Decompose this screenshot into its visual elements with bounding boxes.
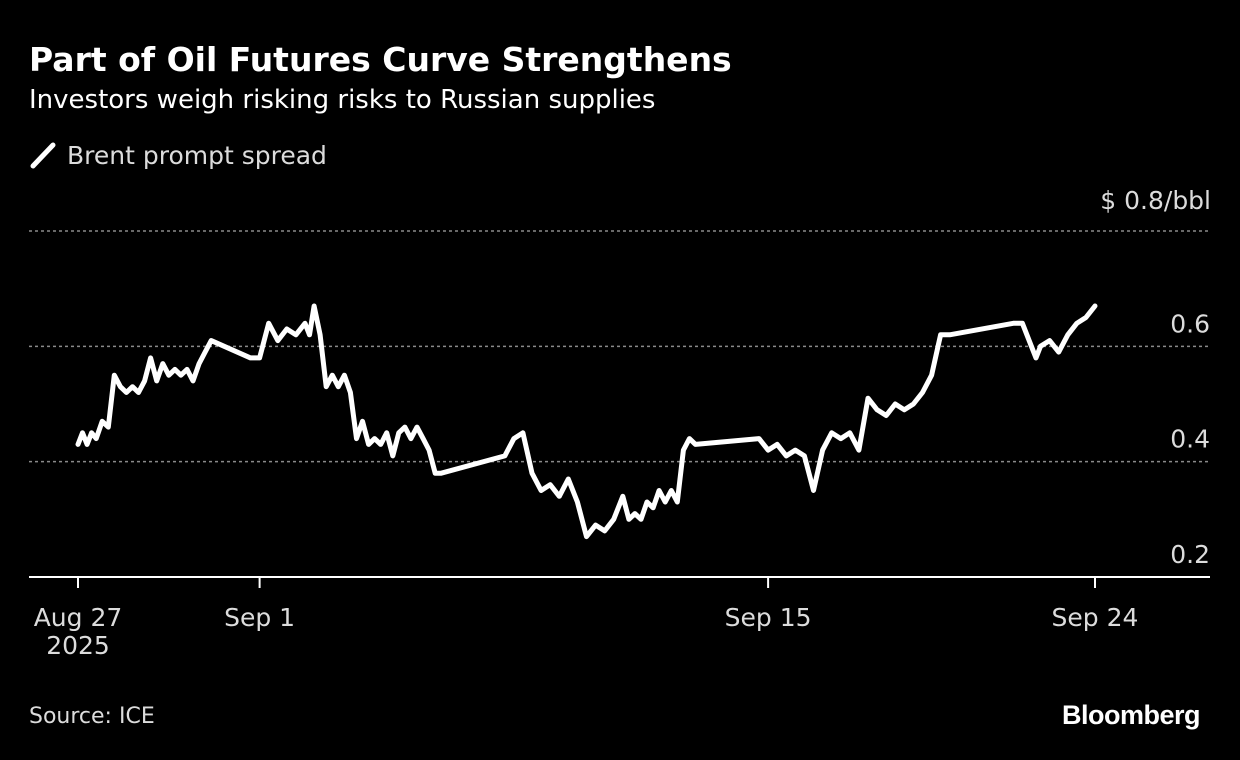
y-tick-label: 0.6 (1170, 309, 1210, 338)
y-tick-label: 0.2 (1170, 540, 1210, 569)
bloomberg-logo: Bloomberg (1061, 700, 1201, 730)
y-axis-unit-label: $ 0.8/bbl (1100, 186, 1211, 215)
legend: Brent prompt spread (29, 140, 327, 170)
x-tick-label: Sep 1 (224, 603, 295, 632)
legend-label: Brent prompt spread (67, 140, 327, 170)
source-note: Source: ICE (29, 704, 155, 729)
chart-subtitle: Investors weigh risking risks to Russian… (29, 85, 656, 115)
x-tick-label: Sep 15 (725, 603, 812, 632)
gridlines (29, 230, 1210, 463)
x-tick-label: Sep 24 (1052, 603, 1139, 632)
legend-swatch-icon (30, 142, 56, 169)
y-tick-label: 0.4 (1170, 425, 1210, 454)
y-axis-labels: 0.2 0.4 0.6 (1170, 309, 1210, 569)
x-tick-label: Aug 27 (34, 603, 123, 632)
series-line-brent-prompt-spread (75, 303, 1098, 540)
chart-title: Part of Oil Futures Curve Strengthens (29, 40, 732, 79)
x-tick-label: 2025 (46, 631, 110, 660)
